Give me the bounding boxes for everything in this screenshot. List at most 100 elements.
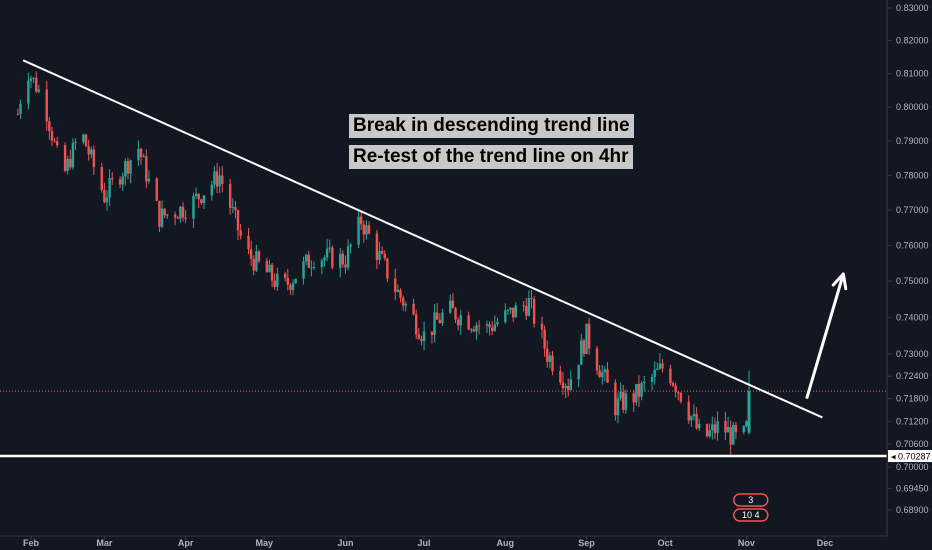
candle-body (467, 315, 470, 330)
candle-body (616, 398, 620, 416)
annotation-trend-break[interactable]: Break in descending trend line (349, 114, 634, 138)
candle-body (493, 324, 497, 331)
price-tick-label: 0.73000 (896, 349, 929, 359)
event-badge-count: 10 4 (742, 510, 760, 520)
candle-body (726, 427, 730, 433)
candle-body (415, 314, 418, 335)
support-price-label: ◂ 0.70287 (891, 452, 931, 462)
candle-body (375, 233, 379, 260)
time-tick-label: Dec (817, 538, 834, 548)
candle-body (74, 142, 77, 144)
candle-body (145, 156, 148, 182)
price-tick-label: 0.75000 (896, 276, 929, 286)
candle-body (268, 264, 271, 273)
candle-body (255, 251, 258, 271)
candle-body (399, 289, 402, 298)
candle-body (716, 421, 719, 433)
candle-body (160, 208, 164, 227)
candle-body (228, 183, 232, 208)
event-badge-count: 3 (748, 495, 753, 505)
candle-body (698, 424, 701, 429)
candle-body (598, 370, 601, 378)
event-badge[interactable] (733, 493, 769, 507)
candle-body (438, 319, 441, 323)
event-badges[interactable]: 3 10 4 (733, 493, 769, 522)
candle-body (166, 214, 169, 216)
time-tick-label: Apr (178, 538, 194, 548)
candle-body (669, 368, 672, 384)
candle-body (310, 267, 313, 269)
candle-body (580, 340, 583, 365)
candle-body (412, 303, 415, 315)
candle-body (249, 249, 253, 259)
candle-body (540, 323, 544, 330)
candle-body (734, 424, 738, 433)
candle-body (401, 297, 405, 306)
candle-body (491, 327, 494, 331)
candle-body (614, 382, 617, 416)
candle-body (129, 160, 132, 174)
candle-body (417, 334, 421, 339)
candle-body (632, 393, 635, 403)
time-tick-label: Sep (578, 538, 595, 548)
candle-body (441, 312, 444, 323)
candle-body (732, 424, 735, 445)
candle-body (184, 217, 187, 219)
candle-body (367, 225, 371, 234)
candle-body (711, 424, 714, 431)
candle-body (559, 371, 562, 383)
candle-body (435, 312, 439, 320)
candle-body (35, 77, 38, 92)
candle-body (582, 340, 586, 354)
candle-body (341, 253, 345, 265)
candle-body (430, 331, 434, 335)
candle-body (527, 298, 531, 316)
candle-body (522, 305, 525, 307)
candle-body (142, 156, 145, 158)
candle-body (420, 338, 423, 342)
candle-body (37, 89, 41, 92)
candle-body (548, 355, 552, 362)
candle-body (124, 161, 127, 177)
candle-body (200, 199, 203, 204)
candle-body (587, 323, 591, 349)
candle-body (509, 307, 512, 311)
candle-body (380, 250, 384, 254)
candle-body (323, 257, 326, 261)
candle-body (71, 142, 75, 168)
candle-body (724, 421, 727, 433)
price-tick-label: 0.81000 (896, 69, 929, 79)
candle-body (118, 179, 122, 185)
time-tick-label: Jul (418, 538, 431, 548)
candle-body (339, 253, 342, 268)
candle-body (475, 325, 478, 332)
event-badge[interactable] (733, 508, 769, 522)
candle-body (383, 253, 386, 259)
candle-body (270, 264, 274, 281)
candle-body (365, 225, 368, 235)
candle-body (247, 235, 250, 250)
price-tick-label: 0.78000 (896, 170, 929, 180)
candle-body (511, 307, 515, 318)
price-tick-label: 0.71200 (896, 416, 929, 426)
candle-body (19, 103, 22, 115)
candle-body (606, 369, 609, 383)
candle-body (137, 148, 140, 161)
candle-body (504, 310, 507, 322)
candle-body (637, 383, 641, 397)
candle-body (210, 184, 214, 196)
annotation-retest[interactable]: Re-test of the trend line on 4hr (349, 145, 633, 169)
candle-body (566, 386, 570, 390)
candle-body (532, 299, 536, 324)
candle-body (577, 364, 580, 380)
candle-body (234, 207, 237, 211)
price-tick-label: 0.77000 (896, 205, 929, 215)
projection-arrow-shaft[interactable] (805, 273, 845, 400)
descending-trend-line[interactable] (22, 59, 823, 419)
candle-body (87, 146, 90, 155)
candle-body (506, 310, 510, 312)
candle-body (192, 195, 195, 219)
candle-body (396, 289, 400, 292)
price-tick-label: 0.74000 (896, 312, 929, 322)
